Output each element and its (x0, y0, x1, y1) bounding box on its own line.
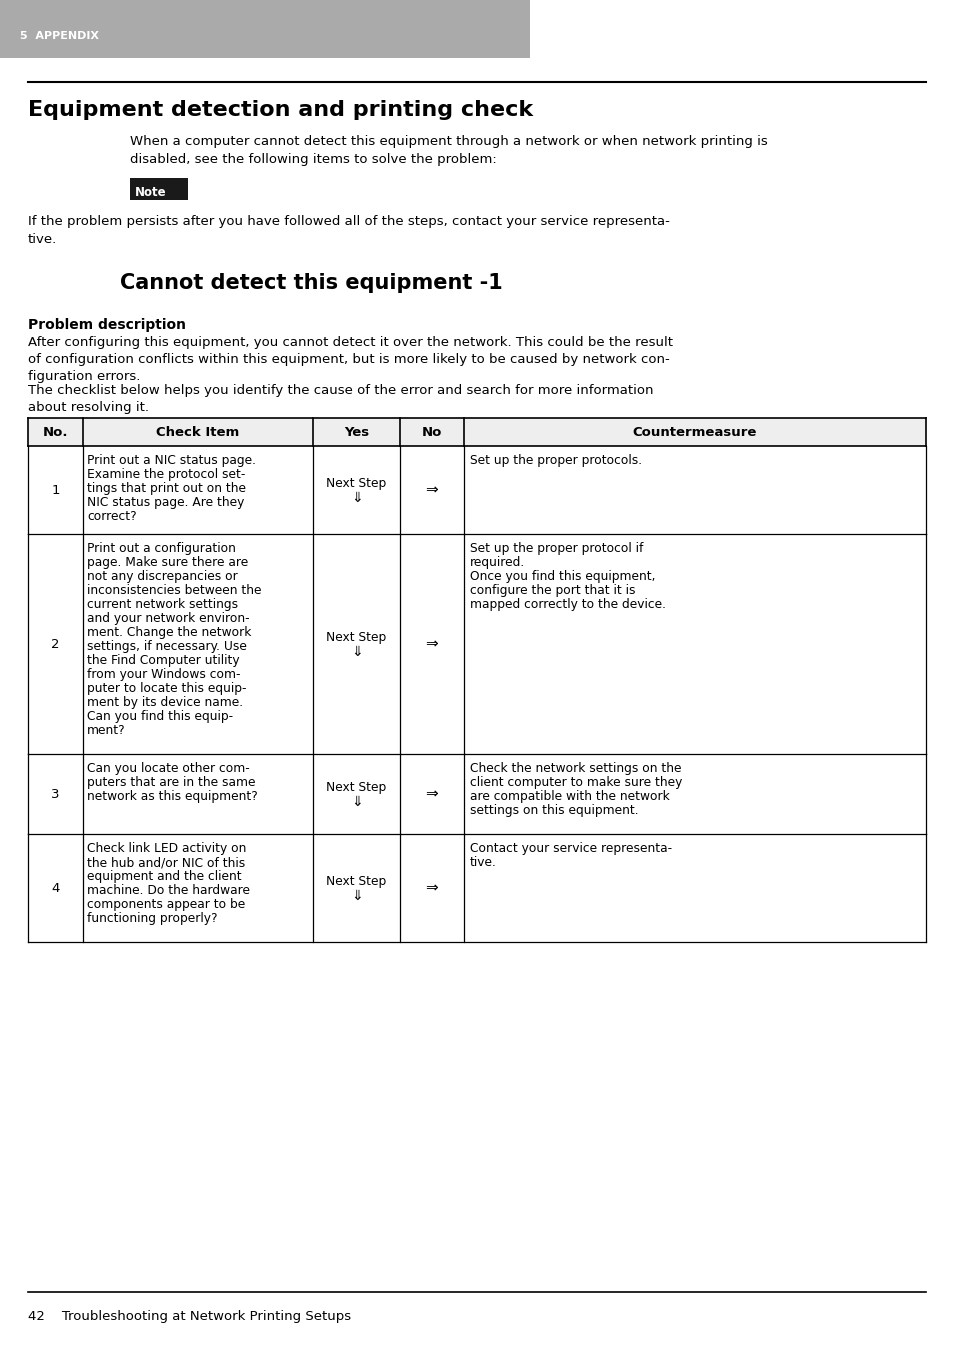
Text: 3: 3 (51, 787, 60, 801)
Text: ⇓: ⇓ (351, 795, 362, 809)
Text: disabled, see the following items to solve the problem:: disabled, see the following items to sol… (130, 154, 497, 166)
Text: Set up the proper protocol if: Set up the proper protocol if (470, 542, 642, 555)
Text: mapped correctly to the device.: mapped correctly to the device. (470, 599, 665, 611)
Text: required.: required. (470, 555, 525, 569)
Text: are compatible with the network: are compatible with the network (470, 790, 669, 803)
Text: equipment and the client: equipment and the client (87, 869, 241, 883)
Text: ⇒: ⇒ (425, 786, 438, 802)
Text: settings on this equipment.: settings on this equipment. (470, 803, 638, 817)
Text: Can you locate other com-: Can you locate other com- (87, 762, 250, 775)
Text: tive.: tive. (470, 856, 497, 869)
Text: components appear to be: components appear to be (87, 898, 245, 911)
Text: about resolving it.: about resolving it. (28, 400, 149, 414)
Text: Next Step: Next Step (326, 477, 386, 491)
Text: If the problem persists after you have followed all of the steps, contact your s: If the problem persists after you have f… (28, 214, 669, 228)
Text: settings, if necessary. Use: settings, if necessary. Use (87, 640, 247, 652)
Text: Print out a NIC status page.: Print out a NIC status page. (87, 454, 255, 466)
Text: Next Step: Next Step (326, 631, 386, 644)
Text: configure the port that it is: configure the port that it is (470, 584, 635, 597)
Text: functioning properly?: functioning properly? (87, 913, 217, 925)
Text: page. Make sure there are: page. Make sure there are (87, 555, 248, 569)
Text: the Find Computer utility: the Find Computer utility (87, 654, 239, 667)
Text: the hub and/or NIC of this: the hub and/or NIC of this (87, 856, 245, 869)
Text: Check link LED activity on: Check link LED activity on (87, 842, 246, 855)
Text: Cannot detect this equipment -1: Cannot detect this equipment -1 (120, 274, 502, 293)
Text: not any discrepancies or: not any discrepancies or (87, 570, 237, 582)
Text: No: No (421, 426, 442, 438)
Text: Problem description: Problem description (28, 318, 186, 332)
Text: NIC status page. Are they: NIC status page. Are they (87, 496, 244, 510)
Bar (130, 178, 188, 200)
Bar (0, 0, 530, 58)
Text: ment. Change the network: ment. Change the network (87, 625, 251, 639)
Text: 5  APPENDIX: 5 APPENDIX (20, 31, 99, 40)
Text: 4: 4 (51, 882, 60, 895)
Text: Yes: Yes (344, 426, 369, 438)
Text: 1: 1 (51, 484, 60, 496)
Text: Next Step: Next Step (326, 875, 386, 888)
Text: ⇓: ⇓ (351, 644, 362, 659)
Text: The checklist below helps you identify the cause of the error and search for mor: The checklist below helps you identify t… (28, 384, 653, 398)
Text: puters that are in the same: puters that are in the same (87, 776, 255, 789)
Text: 42    Troubleshooting at Network Printing Setups: 42 Troubleshooting at Network Printing S… (28, 1310, 351, 1322)
Text: After configuring this equipment, you cannot detect it over the network. This co: After configuring this equipment, you ca… (28, 336, 672, 349)
Text: Countermeasure: Countermeasure (632, 426, 757, 438)
Text: Can you find this equip-: Can you find this equip- (87, 710, 233, 723)
Text: current network settings: current network settings (87, 599, 238, 611)
Text: ⇒: ⇒ (425, 483, 438, 497)
Text: Print out a configuration: Print out a configuration (87, 542, 235, 555)
Text: ⇒: ⇒ (425, 636, 438, 651)
Text: machine. Do the hardware: machine. Do the hardware (87, 884, 250, 896)
Text: Examine the protocol set-: Examine the protocol set- (87, 468, 245, 481)
Text: Note: Note (135, 186, 167, 200)
Text: ment by its device name.: ment by its device name. (87, 696, 243, 709)
Text: Check the network settings on the: Check the network settings on the (470, 762, 680, 775)
Text: ⇓: ⇓ (351, 888, 362, 903)
Bar (28, 418, 925, 446)
Text: Once you find this equipment,: Once you find this equipment, (470, 570, 655, 582)
Text: from your Windows com-: from your Windows com- (87, 669, 240, 681)
Text: No.: No. (43, 426, 69, 438)
Text: figuration errors.: figuration errors. (28, 369, 140, 383)
Text: of configuration conflicts within this equipment, but is more likely to be cause: of configuration conflicts within this e… (28, 353, 669, 367)
Text: client computer to make sure they: client computer to make sure they (470, 776, 681, 789)
Text: puter to locate this equip-: puter to locate this equip- (87, 682, 246, 696)
Text: ⇓: ⇓ (351, 491, 362, 506)
Text: ment?: ment? (87, 724, 126, 737)
Text: tings that print out on the: tings that print out on the (87, 483, 246, 495)
Text: Next Step: Next Step (326, 782, 386, 794)
Text: 2: 2 (51, 638, 60, 651)
Text: ⇒: ⇒ (425, 880, 438, 895)
Text: Contact your service representa-: Contact your service representa- (470, 842, 672, 855)
Text: correct?: correct? (87, 510, 136, 523)
Text: Set up the proper protocols.: Set up the proper protocols. (470, 454, 641, 466)
Text: Check Item: Check Item (156, 426, 239, 438)
Text: tive.: tive. (28, 233, 57, 245)
Text: network as this equipment?: network as this equipment? (87, 790, 257, 803)
Text: When a computer cannot detect this equipment through a network or when network p: When a computer cannot detect this equip… (130, 135, 767, 148)
Text: inconsistencies between the: inconsistencies between the (87, 584, 261, 597)
Text: and your network environ-: and your network environ- (87, 612, 250, 625)
Text: Equipment detection and printing check: Equipment detection and printing check (28, 100, 533, 120)
